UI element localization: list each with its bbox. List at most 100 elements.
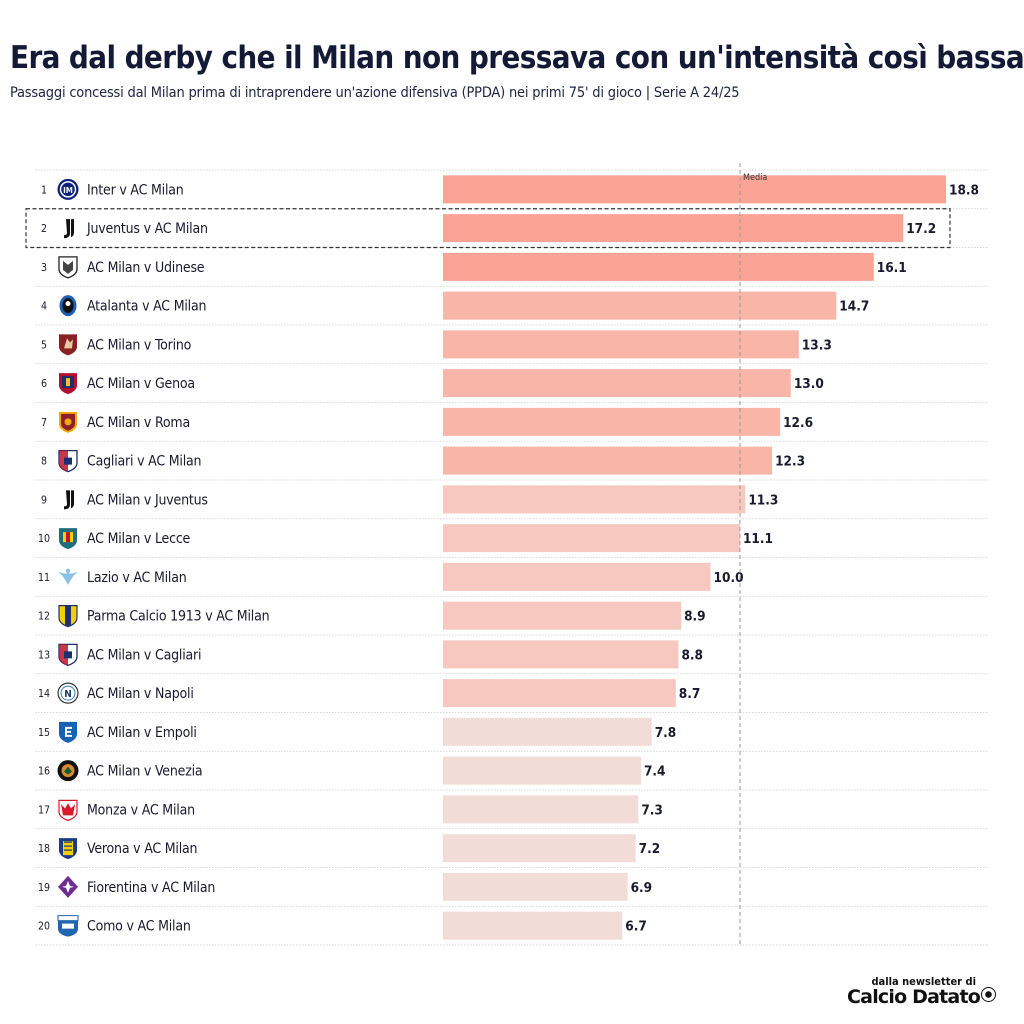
rank-label: 8 xyxy=(41,456,47,468)
napoli-icon: N xyxy=(57,682,79,704)
value-label: 8.7 xyxy=(679,686,701,702)
match-label: Como v AC Milan xyxy=(87,919,191,935)
value-label: 13.0 xyxy=(794,376,824,392)
match-label: Fiorentina v AC Milan xyxy=(87,880,215,896)
rank-label: 13 xyxy=(38,649,50,661)
parma-icon xyxy=(58,605,78,628)
rank-label: 4 xyxy=(41,301,47,313)
bar xyxy=(443,369,791,398)
bar xyxy=(443,756,641,785)
value-label: 11.3 xyxy=(748,492,778,508)
value-label: 8.8 xyxy=(681,647,703,663)
match-label: AC Milan v Juventus xyxy=(87,492,208,508)
chart-row: 5 AC Milan v Torino 13.3 xyxy=(41,330,832,359)
rank-label: 18 xyxy=(38,843,50,855)
match-label: Parma Calcio 1913 v AC Milan xyxy=(87,609,269,625)
match-label: Inter v AC Milan xyxy=(87,182,184,198)
rank-label: 6 xyxy=(41,378,47,390)
bar xyxy=(443,330,799,359)
value-label: 7.4 xyxy=(644,764,666,780)
chart-row: 13 AC Milan v Cagliari 8.8 xyxy=(38,640,703,669)
rank-label: 16 xyxy=(38,766,50,778)
chart-row: 6 AC Milan v Genoa 13.0 xyxy=(41,369,824,398)
value-label: 16.1 xyxy=(877,260,907,276)
match-label: AC Milan v Empoli xyxy=(87,725,197,741)
juventus-icon xyxy=(64,490,74,510)
verona-icon xyxy=(59,838,77,860)
chart-row: 10 AC Milan v Lecce 11.1 xyxy=(38,524,773,553)
bar xyxy=(443,911,623,940)
average-label: Media xyxy=(743,173,767,183)
value-label: 18.8 xyxy=(949,182,979,198)
bar xyxy=(443,214,904,243)
chart-row: 3 AC Milan v Udinese 16.1 xyxy=(41,252,907,281)
rank-label: 5 xyxy=(41,339,47,351)
chart-row: 16 AC Milan v Venezia 7.4 xyxy=(38,756,666,785)
torino-icon xyxy=(59,334,77,356)
bar xyxy=(443,562,711,591)
svg-text:N: N xyxy=(64,689,72,700)
value-label: 13.3 xyxy=(802,337,832,353)
rank-label: 1 xyxy=(41,184,47,196)
bar xyxy=(443,291,837,320)
chart-row: 14 N AC Milan v Napoli 8.7 xyxy=(38,679,701,708)
bar xyxy=(443,524,740,553)
chart-row: 15 AC Milan v Empoli 7.8 xyxy=(38,717,677,746)
bar xyxy=(443,872,628,901)
inter-icon: IM xyxy=(57,178,79,200)
fiorentina-icon xyxy=(58,875,78,898)
rank-label: 19 xyxy=(38,882,50,894)
chart-row: 20 Como v AC Milan 6.7 xyxy=(38,911,647,940)
value-label: 14.7 xyxy=(839,299,869,315)
rank-label: 7 xyxy=(41,417,47,429)
bar xyxy=(443,717,652,746)
svg-text:IM: IM xyxy=(63,186,73,195)
value-label: 11.1 xyxy=(743,531,773,547)
match-label: Verona v AC Milan xyxy=(87,841,197,857)
value-label: 7.3 xyxy=(641,802,663,818)
value-label: 7.8 xyxy=(655,725,677,741)
lazio-icon xyxy=(58,568,78,585)
rank-label: 15 xyxy=(38,727,50,739)
bar xyxy=(443,485,746,514)
cagliari-icon xyxy=(58,449,78,473)
value-label: 10.0 xyxy=(714,570,744,586)
match-label: AC Milan v Venezia xyxy=(87,764,202,780)
match-label: Monza v AC Milan xyxy=(87,802,195,818)
match-label: Cagliari v AC Milan xyxy=(87,454,201,470)
rank-label: 10 xyxy=(38,533,50,545)
value-label: 8.9 xyxy=(684,609,706,625)
match-label: Juventus v AC Milan xyxy=(86,221,208,237)
value-label: 12.3 xyxy=(775,454,805,470)
rank-label: 11 xyxy=(38,572,50,584)
rank-label: 14 xyxy=(38,688,50,700)
rank-label: 17 xyxy=(38,804,50,816)
chart-row: 8 Cagliari v AC Milan 12.3 xyxy=(41,446,805,475)
venezia-icon xyxy=(57,760,79,782)
chart-row: 19 Fiorentina v AC Milan 6.9 xyxy=(38,872,653,901)
bar xyxy=(443,601,682,630)
rank-label: 2 xyxy=(41,223,47,235)
udinese-icon xyxy=(58,256,78,279)
chart-row: 18 Verona v AC Milan 7.2 xyxy=(38,834,661,863)
value-label: 7.2 xyxy=(639,841,661,857)
lecce-icon xyxy=(59,528,77,550)
chart-row: 4 Atalanta v AC Milan 14.7 xyxy=(41,291,869,320)
como-icon xyxy=(57,915,79,937)
chart-row: 1 IM Inter v AC Milan 18.8 xyxy=(41,175,979,204)
bar xyxy=(443,252,874,281)
rank-label: 9 xyxy=(41,494,47,506)
chart-row: 9 AC Milan v Juventus 11.3 xyxy=(41,485,778,514)
bar xyxy=(443,407,781,436)
value-label: 12.6 xyxy=(783,415,813,431)
match-label: Atalanta v AC Milan xyxy=(87,299,206,315)
juventus-icon xyxy=(64,219,74,239)
roma-icon xyxy=(59,411,77,433)
cagliari-icon xyxy=(58,643,78,667)
chart-row: 2 Juventus v AC Milan 17.2 xyxy=(41,214,936,243)
value-label: 6.7 xyxy=(625,919,647,935)
chart-row: 7 AC Milan v Roma 12.6 xyxy=(41,407,813,436)
match-label: AC Milan v Cagliari xyxy=(87,647,201,663)
chart-subtitle: Passaggi concessi dal Milan prima di int… xyxy=(10,85,740,101)
value-label: 6.9 xyxy=(631,880,653,896)
